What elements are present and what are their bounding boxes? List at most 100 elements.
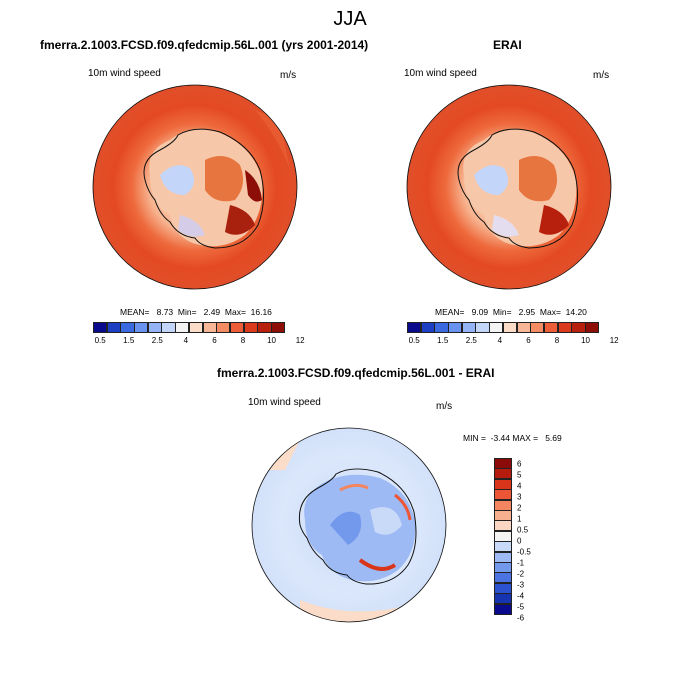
colorbar-difference-tick-label: 0.5 — [517, 525, 529, 534]
stats-model: MEAN= 8.73 Min= 2.49 Max= 16.16 — [120, 307, 272, 317]
colorbar-difference-swatch — [494, 478, 512, 490]
units-label-erai: m/s — [593, 70, 610, 81]
colorbar-model-swatch — [188, 322, 204, 333]
colorbar-model-tick-label: 10 — [267, 336, 277, 345]
colorbar-labels-erai: 0.5 1.5 2.5 4 6 8 10 12 — [407, 336, 619, 348]
colorbar-model-tick-label: 0.5 — [94, 336, 106, 345]
colorbar-difference-tick-label: 2 — [517, 503, 522, 512]
colorbar-difference-swatch — [494, 572, 512, 584]
colorbar-erai — [407, 322, 600, 333]
colorbar-difference-swatch — [494, 510, 512, 522]
colorbar-model-swatch — [243, 322, 258, 333]
colorbar-model-swatch — [202, 322, 217, 333]
colorbar-difference-swatch — [494, 562, 512, 574]
colorbar-erai-tick-label: 8 — [554, 336, 560, 345]
colorbar-erai-swatch — [434, 322, 449, 333]
colorbar-model-tick-label: 2.5 — [151, 336, 163, 345]
colorbar-erai-tick-label: 1.5 — [437, 336, 449, 345]
coastline-erai — [457, 128, 578, 249]
colorbar-model-swatch — [120, 322, 135, 333]
colorbar-erai-swatch — [448, 322, 463, 333]
map-difference — [252, 428, 446, 622]
colorbar-difference-swatch — [494, 593, 512, 605]
colorbar-model-tick-label: 6 — [212, 336, 217, 345]
colorbar-difference-swatch — [494, 603, 512, 615]
colorbar-model-swatch — [175, 322, 190, 333]
colorbar-difference-swatch — [494, 541, 512, 553]
stats-erai: MEAN= 9.09 Min= 2.95 Max= 14.20 — [435, 307, 587, 317]
colorbar-erai-swatch — [516, 322, 531, 333]
variable-label-difference: 10m wind speed — [248, 397, 321, 408]
colorbar-erai-swatch — [407, 322, 422, 333]
colorbar-erai-swatch — [571, 322, 586, 333]
colorbar-difference-tick-label: -6 — [517, 613, 525, 622]
colorbar-difference-tick-label: -1 — [517, 558, 525, 567]
colorbar-erai-tick-label: 10 — [581, 336, 591, 345]
coastline-diff — [298, 468, 417, 585]
units-label-difference: m/s — [436, 401, 453, 412]
colorbar-model-swatch — [257, 322, 272, 333]
colorbar-model-tick-label: 12 — [295, 336, 305, 345]
colorbar-erai-tick-label: 12 — [609, 336, 619, 345]
colorbar-erai-swatch — [543, 322, 559, 333]
variable-label-erai: 10m wind speed — [404, 68, 477, 79]
variable-label-model: 10m wind speed — [88, 68, 161, 79]
colorbar-erai-tick-label: 2.5 — [465, 336, 477, 345]
stats-difference: MIN = -3.44 MAX = 5.69 — [463, 433, 562, 443]
colorbar-model-swatch — [93, 322, 108, 333]
colorbar-difference-swatch — [494, 582, 512, 594]
colorbar-difference-tick-label: 0 — [517, 536, 522, 545]
colorbar-erai-swatch — [461, 322, 477, 333]
colorbar-erai-swatch — [584, 322, 600, 333]
colorbar-model-tick-label: 1.5 — [123, 336, 135, 345]
colorbar-difference-swatch — [494, 520, 512, 532]
colorbar-difference-tick-label: -2 — [517, 569, 525, 578]
colorbar-difference-tick-label: 1 — [517, 514, 522, 523]
map-erai — [407, 85, 611, 289]
colorbar-erai-tick-label: 4 — [497, 336, 503, 345]
colorbar-erai-tick-label: 6 — [526, 336, 531, 345]
colorbar-model-tick-label: 8 — [240, 336, 246, 345]
page-title: JJA — [333, 8, 367, 30]
colorbar-difference-tick-label: 5 — [517, 470, 522, 479]
units-label-model: m/s — [280, 70, 297, 81]
colorbar-model-tick-label: 4 — [183, 336, 189, 345]
colorbar-model-swatch — [147, 322, 163, 333]
colorbar-difference-tick-label: -3 — [517, 580, 525, 589]
panel-title-difference: fmerra.2.1003.FCSD.f09.qfedcmip.56L.001 … — [217, 366, 495, 380]
colorbar-difference-tick-label: -4 — [517, 591, 525, 600]
colorbar-erai-swatch — [502, 322, 518, 333]
panel-title-erai: ERAI — [493, 38, 522, 52]
colorbar-difference-swatch — [494, 530, 512, 542]
colorbar-model-swatch — [270, 322, 286, 333]
colorbar-model-swatch — [216, 322, 231, 333]
colorbar-difference-swatch — [494, 489, 512, 501]
colorbar-difference-tick-label: -0.5 — [517, 547, 531, 556]
colorbar-difference-swatch — [494, 468, 512, 480]
colorbar-labels-model: 0.5 1.5 2.5 4 6 8 10 12 — [93, 336, 305, 348]
colorbar-difference-tick-label: 4 — [517, 481, 522, 490]
colorbar-difference-swatch — [494, 551, 512, 563]
panel-title-model: fmerra.2.1003.FCSD.f09.qfedcmip.56L.001 … — [40, 38, 369, 52]
colorbar-model — [93, 322, 286, 333]
colorbar-labels-difference: 6 5 4 3 2 1 0.5 0 -0.5 -1 -2 -3 -4 -5 -6 — [517, 458, 547, 623]
colorbar-erai-swatch — [530, 322, 545, 333]
colorbar-model-swatch — [106, 322, 121, 333]
colorbar-model-swatch — [134, 322, 149, 333]
colorbar-erai-tick-label: 0.5 — [408, 336, 420, 345]
colorbar-erai-swatch — [420, 322, 435, 333]
colorbar-difference — [494, 458, 512, 615]
colorbar-difference-swatch — [494, 458, 512, 469]
colorbar-erai-swatch — [557, 322, 572, 333]
colorbar-model-swatch — [229, 322, 245, 333]
colorbar-difference-tick-label: -5 — [517, 602, 525, 611]
colorbar-erai-swatch — [475, 322, 490, 333]
colorbar-difference-swatch — [494, 499, 512, 511]
colorbar-erai-swatch — [489, 322, 504, 333]
colorbar-model-swatch — [161, 322, 176, 333]
coastline-model — [143, 128, 264, 249]
map-model — [93, 85, 297, 289]
colorbar-difference-tick-label: 3 — [517, 492, 522, 501]
colorbar-difference-tick-label: 6 — [517, 459, 522, 468]
